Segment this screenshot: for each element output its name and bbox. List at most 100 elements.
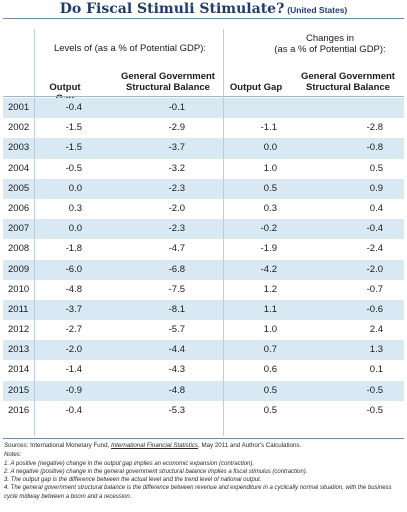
structural-balance-cell: -4.7: [168, 243, 185, 255]
structural-balance-cell: -2.9: [168, 122, 185, 134]
year-cell: 2003: [8, 142, 30, 154]
sources-line: Sources: International Monetary Fund, In…: [4, 442, 302, 449]
notes-block: Sources: International Monetary Fund, In…: [4, 442, 404, 501]
table-row: 2003 -1.5 -3.7 0.0 -0.8: [3, 138, 404, 159]
divider-year: [34, 29, 35, 436]
change-output-gap-cell: 1.2: [263, 283, 277, 295]
output-gap-cell: -0.5: [65, 162, 82, 174]
sources-link: International Financial Statistics: [111, 442, 199, 449]
note-item: 3. The output gap is the difference betw…: [4, 477, 262, 484]
table-row: 2011 -3.7 -8.1 1.1 -0.6: [3, 299, 404, 321]
note-item: 1. A positive (negative) change in the o…: [4, 460, 255, 467]
output-gap-cell: 0.0: [68, 223, 82, 235]
output-gap-cell: -0.4: [65, 102, 82, 113]
year-cell: 2001: [8, 102, 30, 113]
table-row: 2014 -1.4 -4.3 0.6 0.1: [3, 360, 404, 381]
table-row: 2008 -1.8 -4.7 -1.9 -2.4: [3, 239, 404, 260]
change-output-gap-cell: 0.0: [263, 142, 277, 154]
change-structural-balance-cell: -2.8: [366, 122, 383, 134]
change-output-gap-cell: 0.5: [263, 404, 277, 416]
year-cell: 2011: [8, 303, 29, 315]
table-row: 2016 -0.4 -5.3 0.5 -0.5: [3, 400, 404, 421]
structural-balance-cell: -5.3: [168, 404, 185, 416]
table-row: 2005 0.0 -2.3 0.5 0.9: [3, 178, 404, 199]
structural-balance-cell: -4.4: [168, 344, 185, 356]
output-gap-cell: -4.8: [65, 283, 82, 295]
year-cell: 2014: [8, 364, 30, 376]
change-structural-balance-cell: 1.3: [369, 344, 383, 356]
levels-group-header: Levels of (as a % of Potential GDP):: [53, 43, 207, 54]
notes-label: Notes:: [4, 452, 22, 459]
change-structural-balance-cell: -0.5: [366, 384, 383, 396]
structural-balance-cell: -2.3: [168, 223, 185, 235]
table-row: 2015 -0.9 -4.8 0.5 -0.5: [3, 380, 404, 401]
table-row: 2004 -0.5 -3.2 1.0 0.5: [3, 158, 404, 179]
table-row: 2006 0.3 -2.0 0.3 0.4: [3, 198, 404, 220]
change-output-gap-cell: 0.7: [263, 344, 277, 356]
structural-balance-cell: -6.8: [168, 263, 185, 275]
change-structural-balance-cell: 0.5: [369, 162, 383, 174]
changes-group-header: Changes in (as a % of Potential GDP):: [274, 33, 386, 55]
year-cell: 2006: [8, 202, 30, 214]
year-cell: 2008: [8, 243, 30, 255]
year-cell: 2013: [8, 344, 30, 356]
structural-balance-cell: -8.1: [168, 303, 185, 315]
structural-balance-cell: -3.2: [168, 162, 185, 174]
col-header-change-structural-balance: General Government Structural Balance: [301, 71, 395, 93]
change-output-gap-cell: -4.2: [260, 263, 277, 275]
year-cell: 2015: [8, 384, 30, 396]
change-structural-balance-cell: -2.0: [366, 263, 383, 275]
year-cell: 2004: [8, 162, 30, 174]
year-cell: 2002: [8, 122, 30, 134]
page-subtitle: (United States): [287, 5, 348, 15]
output-gap-cell: -6.0: [65, 263, 82, 275]
structural-balance-cell: -7.5: [168, 283, 185, 295]
change-output-gap-cell: 0.3: [263, 202, 277, 214]
year-cell: 2005: [8, 182, 30, 194]
bottom-rule: [3, 438, 404, 439]
change-output-gap-cell: -1.1: [260, 122, 277, 134]
structural-balance-cell: -3.7: [168, 142, 185, 154]
table-row: 2012 -2.7 -5.7 1.0 2.4: [3, 320, 404, 341]
change-structural-balance-cell: -0.4: [366, 223, 383, 235]
title-bar: Do Fiscal Stimuli Stimulate? (United Stat…: [0, 0, 407, 17]
table-row: 2002 -1.5 -2.9 -1.1 -2.8: [3, 118, 404, 139]
table-row: 2009 -6.0 -6.8 -4.2 -2.0: [3, 259, 404, 280]
note-item: 2. A negative (positive) change in the g…: [4, 468, 308, 475]
change-output-gap-cell: 1.1: [263, 303, 277, 315]
table-row: 2010 -4.8 -7.5 1.2 -0.7: [3, 279, 404, 300]
note-item: 4. The general government structural bal…: [4, 485, 392, 500]
structural-balance-cell: -5.7: [168, 324, 185, 336]
change-output-gap-cell: 1.0: [263, 162, 277, 174]
change-output-gap-cell: 0.5: [263, 182, 277, 194]
divider-groups: [223, 29, 224, 436]
change-output-gap-cell: 0.6: [263, 364, 277, 376]
change-structural-balance-cell: 2.4: [369, 324, 383, 336]
structural-balance-cell: -2.3: [168, 182, 185, 194]
col-header-change-output-gap: Output Gap: [229, 82, 283, 93]
structural-balance-cell: -4.8: [168, 384, 185, 396]
output-gap-cell: 0.0: [68, 182, 82, 194]
data-table: 2001 -0.4 -0.1 2002 -1.5 -2.9 -1.1 -2.8 2003 -1.5…: [3, 98, 404, 421]
col-header-structural-balance: General Government Structural Balance: [121, 71, 215, 93]
output-gap-cell: -0.9: [65, 384, 82, 396]
change-structural-balance-cell: -0.6: [366, 303, 383, 315]
table-row: 2001 -0.4 -0.1: [3, 98, 404, 119]
output-gap-cell: -2.7: [65, 324, 82, 336]
change-output-gap-cell: -0.2: [260, 223, 277, 235]
change-output-gap-cell: 1.0: [263, 324, 277, 336]
year-cell: 2016: [8, 404, 30, 416]
change-structural-balance-cell: 0.1: [369, 364, 383, 376]
output-gap-cell: -0.4: [65, 404, 82, 416]
header-rule: [3, 96, 404, 97]
structural-balance-cell: -4.3: [168, 364, 185, 376]
year-cell: 2012: [8, 324, 30, 336]
output-gap-cell: -1.5: [65, 142, 82, 154]
structural-balance-cell: -0.1: [168, 102, 185, 113]
change-structural-balance-cell: -0.8: [366, 142, 383, 154]
structural-balance-cell: -2.0: [168, 202, 185, 214]
output-gap-cell: -1.4: [65, 364, 82, 376]
year-cell: 2010: [8, 283, 30, 295]
table-row: 2013 -2.0 -4.4 0.7 1.3: [3, 340, 404, 361]
output-gap-cell: 0.3: [68, 202, 82, 214]
